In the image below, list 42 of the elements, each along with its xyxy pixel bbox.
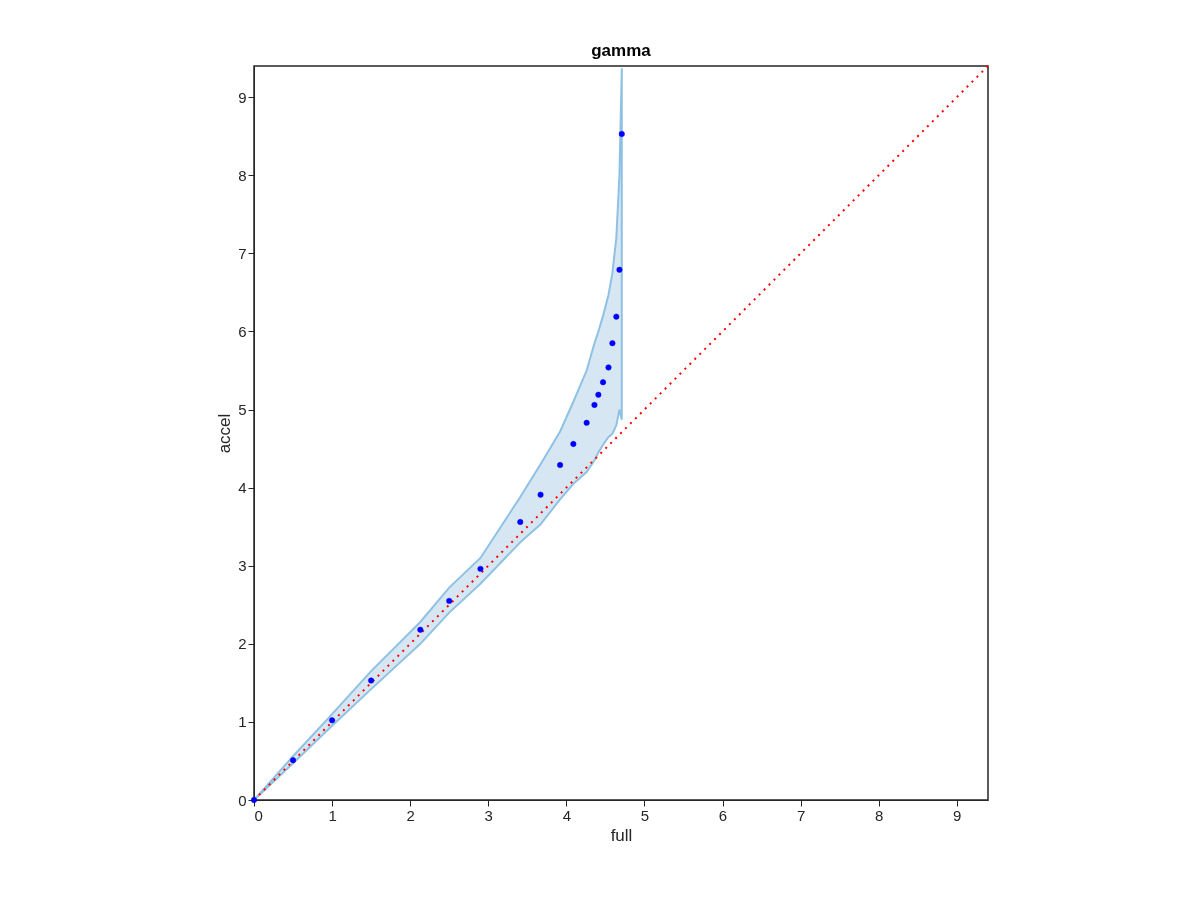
x-tick-label: 6 bbox=[718, 806, 728, 824]
y-tick-label: 9 bbox=[238, 88, 247, 106]
point bbox=[477, 565, 484, 572]
point bbox=[605, 364, 612, 371]
point bbox=[446, 597, 453, 604]
point bbox=[618, 130, 625, 137]
y-tick-label: 3 bbox=[238, 557, 247, 575]
y-axis-title: accel bbox=[215, 413, 235, 454]
x-tick-label: 3 bbox=[484, 806, 493, 824]
y-tick-label: 8 bbox=[238, 166, 247, 184]
point bbox=[600, 379, 607, 386]
x-tick-label: 8 bbox=[875, 806, 884, 824]
y-tick-label: 2 bbox=[238, 635, 247, 653]
y-tick-label: 5 bbox=[238, 401, 247, 419]
chart-title: gamma bbox=[591, 41, 652, 61]
point bbox=[537, 491, 544, 498]
x-tick-label: 5 bbox=[640, 806, 650, 824]
point bbox=[609, 340, 616, 347]
point bbox=[591, 401, 598, 408]
y-tick-label: 1 bbox=[238, 713, 247, 731]
x-tick-label: 7 bbox=[796, 806, 806, 824]
x-tick-label: 4 bbox=[562, 806, 572, 824]
x-axis-title: full bbox=[610, 825, 633, 845]
point bbox=[290, 757, 297, 764]
x-tick-label: 0 bbox=[254, 806, 263, 824]
y-tick-label: 0 bbox=[238, 791, 247, 809]
y-tick-label: 6 bbox=[238, 322, 247, 340]
x-tick-label: 2 bbox=[406, 806, 415, 824]
y-tick-label: 4 bbox=[238, 479, 247, 497]
point bbox=[570, 440, 577, 447]
point bbox=[583, 419, 590, 426]
point bbox=[368, 677, 375, 684]
point bbox=[595, 391, 602, 398]
point bbox=[616, 266, 623, 273]
x-tick-label: 1 bbox=[328, 806, 337, 824]
point bbox=[557, 462, 564, 468]
x-tick-label: 9 bbox=[953, 806, 962, 824]
point bbox=[329, 717, 336, 724]
y-tick-label: 7 bbox=[238, 244, 247, 262]
point bbox=[417, 626, 424, 633]
point bbox=[613, 313, 620, 320]
point bbox=[517, 519, 524, 525]
